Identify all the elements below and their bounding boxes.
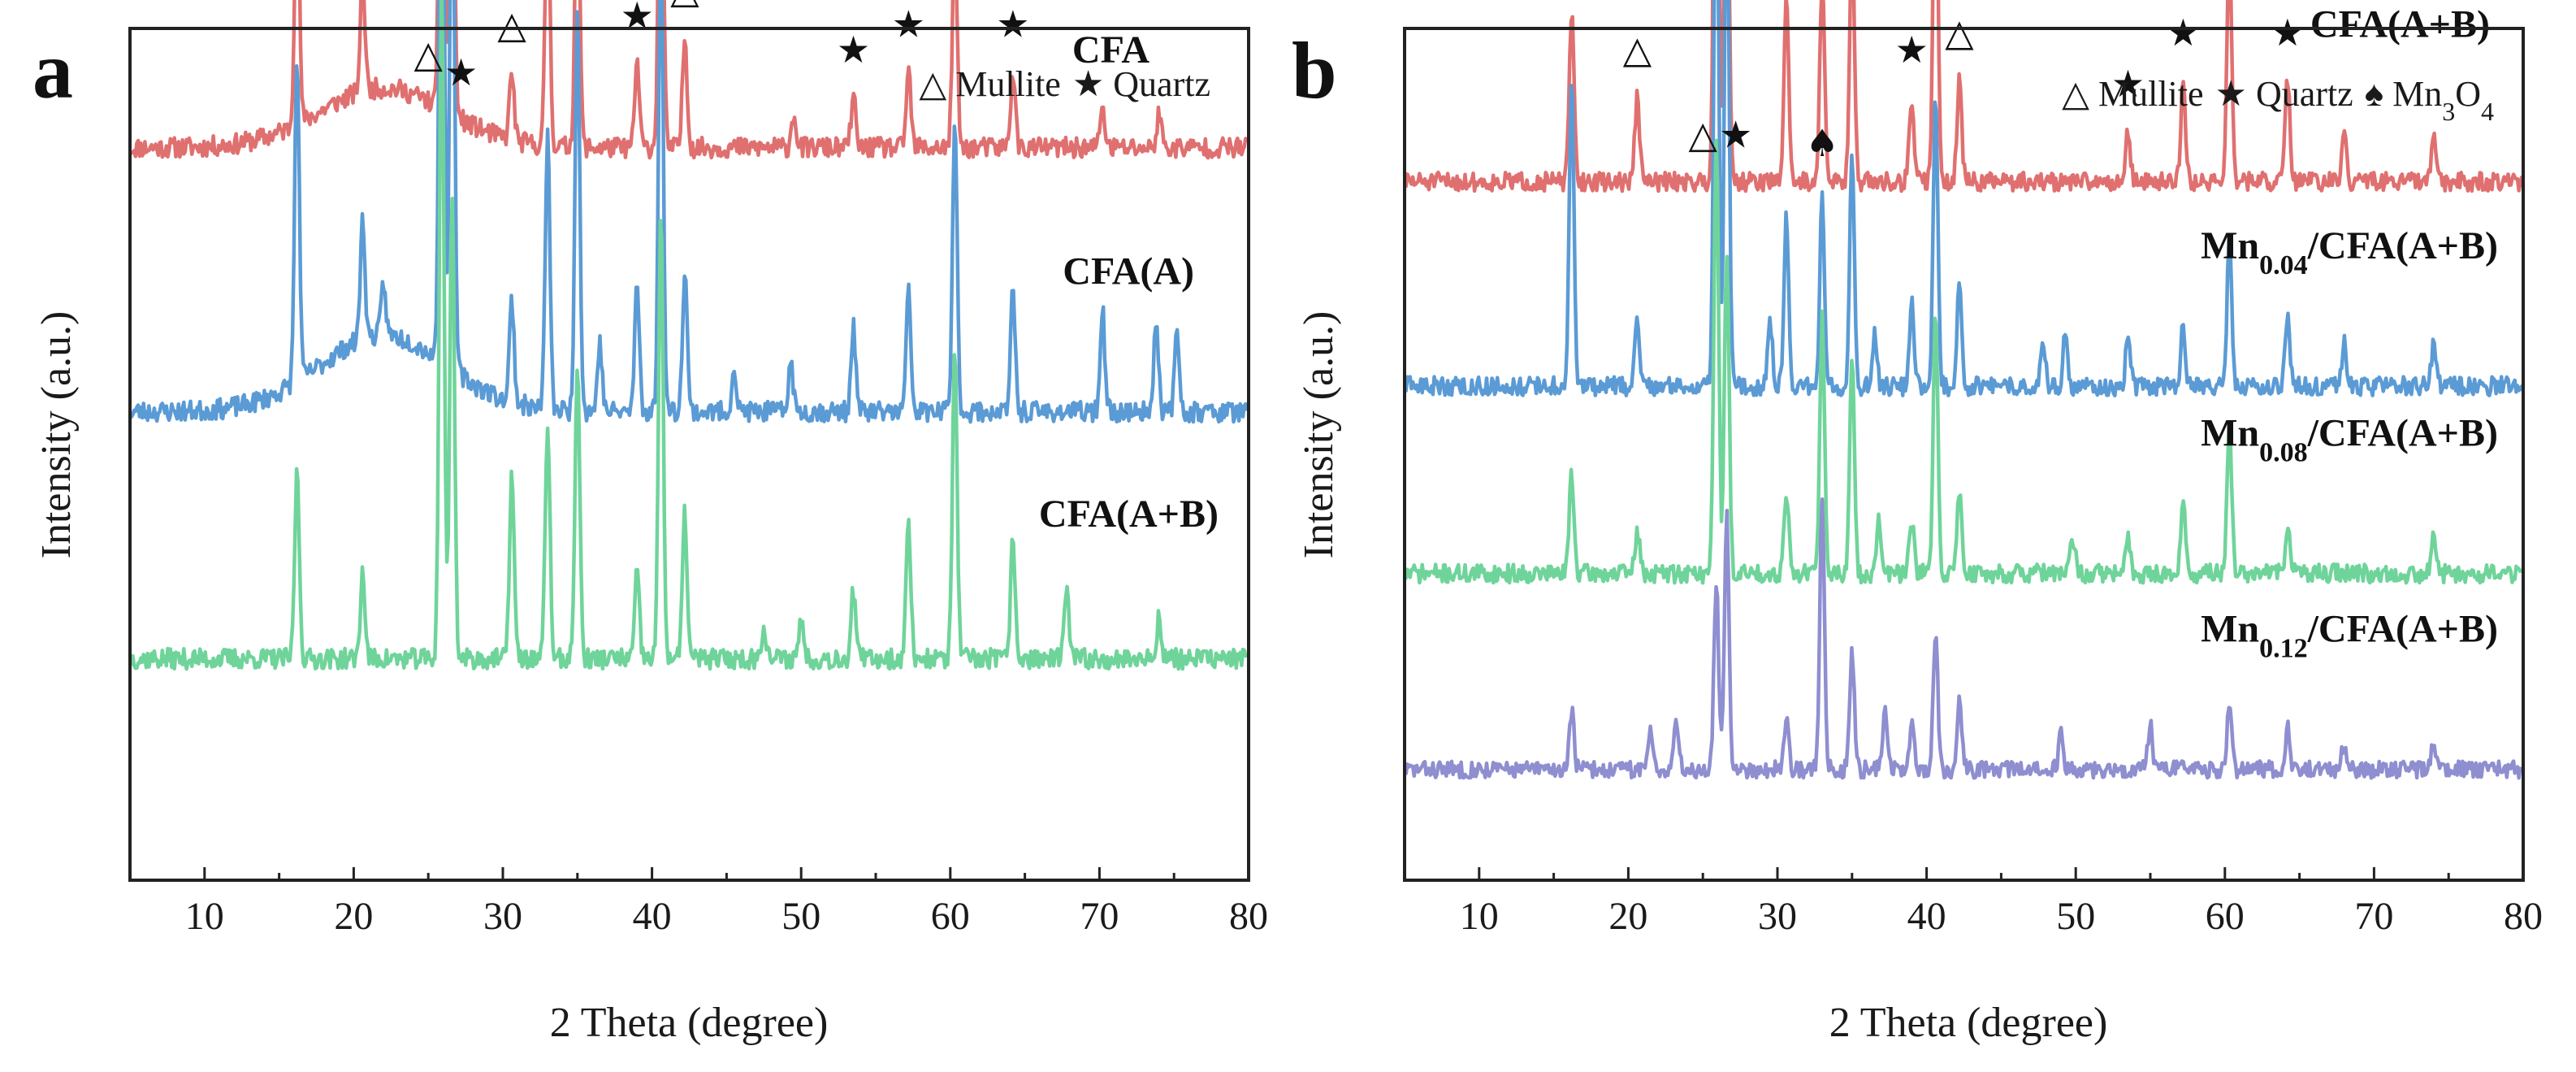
x-tick-label: 50 bbox=[781, 895, 820, 938]
panel-b: b Intensity (a.u.) 2 Theta (degree) △△△★… bbox=[1292, 0, 2543, 1046]
peak-marker-quartz: ★ bbox=[1895, 28, 1929, 72]
peak-marker-mullite: △ bbox=[1945, 11, 1974, 54]
panel-b-series-labels: CFA(A+B) Mn0.04/CFA(A+B) Mn0.08/CFA(A+B) Mn… bbox=[2201, 2, 2498, 663]
trace-cfa-a bbox=[129, 0, 1249, 424]
panel-a-letter: a bbox=[32, 25, 73, 115]
legend: △ Mullite ★ Quartz ♠ Mn3O4 bbox=[2062, 74, 2494, 126]
x-tick-label: 80 bbox=[1229, 895, 1268, 938]
peak-marker-mullite: △ bbox=[1689, 113, 1718, 157]
series-label-mn0-08-cfa-a-b: Mn0.08/CFA(A+B) bbox=[2201, 412, 2498, 468]
panel-b-frame bbox=[1403, 27, 2525, 882]
peak-marker-mullite: △ bbox=[497, 3, 526, 47]
panel-b-markers: △△△★△△△★△△★★△★♠ bbox=[1623, 11, 2305, 165]
panel-a-x-ticks: 10 20 30 40 50 60 70 80 bbox=[128, 867, 1268, 938]
peak-marker-quartz: ★ bbox=[444, 50, 478, 94]
x-tick-label: 60 bbox=[2206, 895, 2245, 938]
peak-marker-quartz: ★ bbox=[837, 28, 870, 72]
panel-a-xlabel: 2 Theta (degree) bbox=[550, 1000, 829, 1046]
legend: △ Mullite ★ Quartz bbox=[919, 64, 1210, 104]
x-tick-label: 10 bbox=[185, 895, 224, 938]
peak-marker-mn3o4: ♠ bbox=[1805, 121, 1838, 165]
x-tick-label: 20 bbox=[1608, 895, 1647, 938]
panel-a-legend: △ Mullite ★ Quartz bbox=[919, 64, 1210, 104]
trace-mn0-04-cfa-a-b bbox=[1404, 0, 2524, 397]
trace-mn0-08-cfa-a-b bbox=[1404, 138, 2524, 585]
x-tick-label: 10 bbox=[1460, 895, 1499, 938]
panel-a-series-labels: CFA CFA(A) CFA(A+B) bbox=[1039, 28, 1219, 536]
peak-marker-mullite: △ bbox=[414, 33, 444, 76]
panel-b-traces bbox=[1404, 0, 2524, 780]
panel-a-ylabel: Intensity (a.u.) bbox=[33, 311, 80, 559]
x-tick-label: 30 bbox=[483, 895, 522, 938]
panel-a-frame bbox=[128, 27, 1250, 882]
peak-marker-quartz: ★ bbox=[621, 0, 654, 37]
panel-b-ylabel: Intensity (a.u.) bbox=[1296, 311, 1342, 559]
series-label-cfa-a-b: CFA(A+B) bbox=[1039, 493, 1219, 536]
peak-marker-quartz: ★ bbox=[2167, 11, 2200, 54]
panel-a-markers: △△△★△△△★△△★★△★ bbox=[414, 0, 1030, 94]
panel-a: a Intensity (a.u.) 2 Theta (degree) △△△★… bbox=[32, 0, 1268, 1046]
peak-marker-quartz: ★ bbox=[1719, 112, 1752, 156]
x-tick-label: 60 bbox=[931, 895, 970, 938]
peak-marker-quartz: ★ bbox=[996, 2, 1029, 46]
peak-marker-quartz: ★ bbox=[892, 2, 925, 46]
x-tick-label: 50 bbox=[2056, 895, 2095, 938]
peak-marker-mullite: △ bbox=[1623, 28, 1652, 72]
x-tick-label: 20 bbox=[334, 895, 373, 938]
peak-marker-quartz: ★ bbox=[2111, 62, 2145, 106]
series-label-mn0-12-cfa-a-b: Mn0.12/CFA(A+B) bbox=[2201, 608, 2498, 664]
x-tick-label: 30 bbox=[1758, 895, 1797, 938]
panel-b-letter: b bbox=[1292, 25, 1337, 115]
trace-cfa-a-b bbox=[1404, 0, 2524, 193]
trace-cfa bbox=[129, 0, 1249, 160]
series-label-cfa: CFA bbox=[1072, 28, 1149, 72]
x-tick-label: 40 bbox=[633, 895, 672, 938]
x-tick-label: 80 bbox=[2504, 895, 2543, 938]
trace-cfa-a-b bbox=[129, 0, 1249, 671]
trace-mn0-12-cfa-a-b bbox=[1404, 497, 2524, 780]
panel-b-legend: △ Mullite ★ Quartz ♠ Mn3O4 bbox=[2062, 74, 2494, 126]
x-tick-label: 40 bbox=[1907, 895, 1946, 938]
peak-marker-mullite: △ bbox=[670, 0, 699, 12]
peak-marker-quartz: ★ bbox=[2271, 11, 2304, 54]
panel-b-x-ticks: 10 20 30 40 50 60 70 80 bbox=[1403, 867, 2543, 938]
x-tick-label: 70 bbox=[2354, 895, 2393, 938]
panel-b-xlabel: 2 Theta (degree) bbox=[1829, 1000, 2108, 1046]
series-label-mn0-04-cfa-a-b: Mn0.04/CFA(A+B) bbox=[2201, 224, 2498, 280]
series-label-cfa-a-b: CFA(A+B) bbox=[2310, 2, 2490, 46]
x-tick-label: 70 bbox=[1080, 895, 1119, 938]
panel-a-traces bbox=[129, 0, 1249, 671]
series-label-cfa-a: CFA(A) bbox=[1063, 250, 1194, 293]
